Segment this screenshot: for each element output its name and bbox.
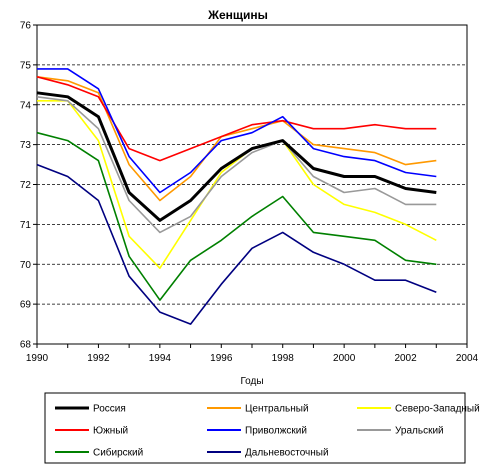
y-tick-label: 74 [20, 100, 32, 111]
legend-label-7: Сибирский [93, 447, 143, 459]
legend: Россия Центральный Северо-Западный Южный При… [44, 392, 480, 464]
x-tick-label: 2004 [456, 353, 479, 364]
x-tick-label: 1996 [210, 353, 233, 364]
x-tick-label: 1998 [272, 353, 295, 364]
x-tick-label: 1990 [26, 353, 49, 364]
x-axis-label: Годы [240, 376, 263, 387]
y-tick-label: 68 [20, 340, 32, 351]
y-tick-label: 69 [20, 300, 32, 311]
series-line-3 [37, 100, 437, 270]
series-line-6 [36, 96, 437, 234]
chart-title: Женщины [207, 8, 268, 22]
series-line-4 [36, 76, 437, 162]
legend-box [44, 392, 466, 464]
x-tick-label: 2000 [333, 353, 356, 364]
series-line-5 [37, 68, 437, 194]
legend-label-2: Центральный [245, 404, 309, 415]
legend-label-4: Южный [93, 426, 128, 437]
legend-label-6: Уральский [395, 426, 444, 437]
series-line-8 [36, 163, 437, 325]
y-tick-label: 73 [20, 140, 32, 151]
series-line-7 [36, 131, 437, 301]
y-tick-label: 70 [20, 260, 32, 271]
legend-label-8: Дальневосточный [245, 448, 329, 459]
x-tick-label: 1992 [87, 353, 110, 364]
y-tick-label: 75 [20, 60, 32, 71]
y-tick-label: 76 [20, 21, 32, 32]
legend-label-1: Россия [93, 404, 126, 415]
series-line-1 [36, 91, 437, 222]
x-tick-label: 2002 [394, 353, 417, 364]
legend-label-5: Приволжский [245, 426, 307, 437]
x-tick-label: 1994 [149, 353, 172, 364]
legend-label-3: Северо-Западный [395, 404, 480, 415]
y-tick-label: 71 [20, 220, 32, 231]
plot-area: 68 69 70 71 72 73 74 75 76 1990 1992 1994 1996 1998 20… [20, 21, 479, 365]
y-tick-label: 72 [20, 180, 32, 191]
